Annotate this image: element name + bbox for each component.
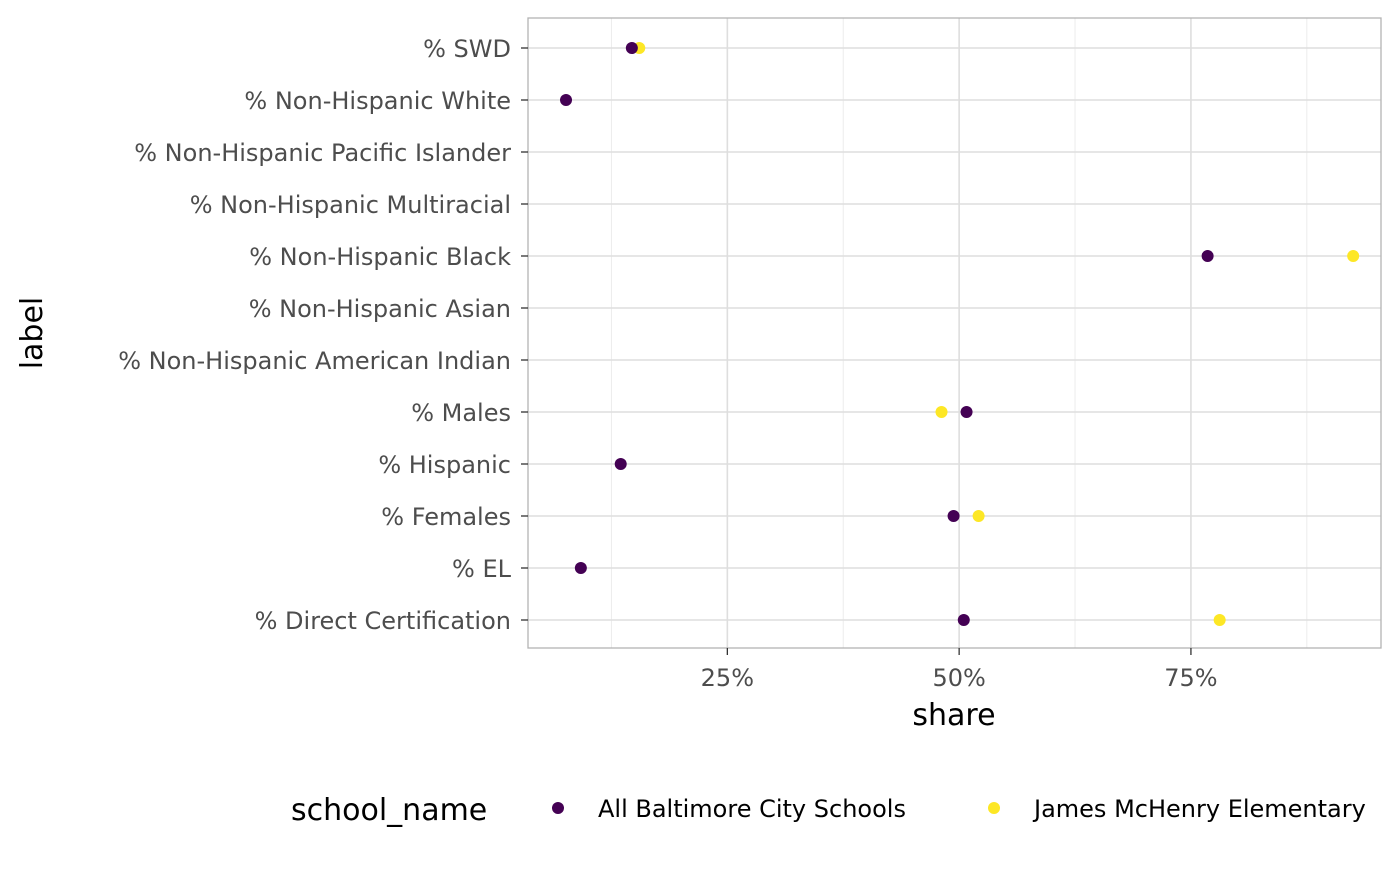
- data-point: [960, 406, 973, 418]
- y-axis-tick-labels: % SWD % Non-Hispanic White % Non-Hispanic …: [118, 35, 528, 635]
- y-tick-label: % Non-Hispanic Multiracial: [190, 191, 511, 219]
- x-tick-label: 75%: [1164, 664, 1217, 692]
- data-point: [935, 406, 948, 418]
- y-tick-label: % Females: [381, 503, 511, 531]
- data-point: [1347, 250, 1360, 262]
- x-tick-label: 25%: [701, 664, 754, 692]
- y-tick-label: % Direct Certification: [255, 607, 511, 635]
- y-tick-label: % Non-Hispanic Asian: [249, 295, 511, 323]
- data-point: [1201, 250, 1214, 262]
- y-tick-label: % Males: [411, 399, 511, 427]
- x-axis-title: share: [912, 698, 995, 733]
- x-axis-tick-labels: 25% 50% 75%: [701, 648, 1218, 692]
- legend-label: All Baltimore City Schools: [598, 795, 906, 823]
- legend-key: [988, 802, 1000, 814]
- legend-label: James McHenry Elementary: [1032, 795, 1366, 823]
- data-point: [574, 562, 587, 574]
- legend: school_name All Baltimore City Schools Ja…: [291, 793, 1366, 828]
- plot-panel: [527, 17, 1382, 649]
- legend-items: All Baltimore City Schools James McHenry …: [552, 795, 1366, 823]
- data-point: [947, 510, 960, 522]
- data-point: [1213, 614, 1226, 626]
- legend-key: [552, 802, 564, 814]
- data-point: [625, 42, 638, 54]
- data-point: [614, 458, 627, 470]
- y-tick-label: % Hispanic: [378, 451, 511, 479]
- y-tick-label: % EL: [452, 555, 512, 583]
- data-point: [957, 614, 970, 626]
- data-point: [560, 94, 573, 106]
- legend-title: school_name: [291, 793, 487, 828]
- y-tick-label: % Non-Hispanic Pacific Islander: [134, 139, 511, 167]
- y-tick-label: % Non-Hispanic White: [244, 87, 511, 115]
- data-point: [972, 510, 985, 522]
- y-tick-label: % Non-Hispanic Black: [249, 243, 511, 271]
- data-points: [560, 42, 1360, 626]
- x-tick-label: 50%: [932, 664, 985, 692]
- y-axis-title: label: [15, 297, 50, 370]
- y-tick-label: % Non-Hispanic American Indian: [118, 347, 511, 375]
- y-tick-label: % SWD: [423, 35, 511, 63]
